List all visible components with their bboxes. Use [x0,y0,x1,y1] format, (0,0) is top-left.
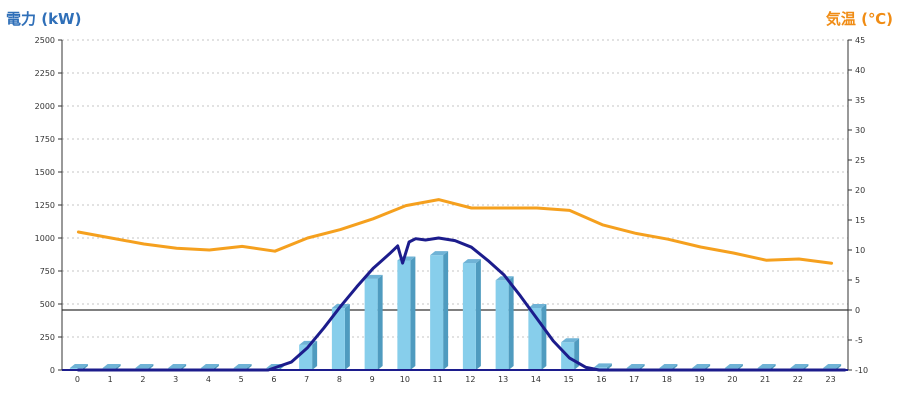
right-tick-label: 0 [855,306,860,315]
power-bar-front [397,260,411,370]
power-bar-side [541,303,547,370]
power-bar-front [495,280,509,370]
right-tick-label: -10 [855,366,868,375]
power-bar-top [168,364,187,369]
power-bar-top [364,274,383,279]
x-tick-label: 3 [173,375,178,384]
x-tick-label: 21 [760,375,770,384]
power-bar-side [443,251,449,370]
power-bar-top [200,364,219,369]
power-bar-top [561,338,580,343]
power-bar-front [462,263,476,370]
power-bar-side [410,256,416,370]
x-tick-label: 12 [465,375,475,384]
x-tick-label: 14 [531,375,541,384]
series-lines [76,198,847,372]
right-tick-label: 20 [855,186,865,195]
left-tick-label: 500 [40,300,55,309]
power-bars [69,251,842,370]
left-tick-label: 1500 [35,168,55,177]
power-bar-side [377,274,383,370]
right-tick-label: 15 [855,216,865,225]
power-bar-top [692,364,711,369]
x-tick-label: 10 [400,375,410,384]
left-tick-label: 0 [50,366,55,375]
power-bar [331,303,350,370]
power-bar-top [724,364,743,369]
power-bar-side [574,338,580,370]
power-bar-top [823,364,842,369]
grid [62,39,848,338]
power-bar-front [331,307,345,370]
left-tick-label: 2000 [35,102,55,111]
left-tick-label: 2500 [35,36,55,45]
x-tick-label: 11 [433,375,443,384]
power-bar-top [462,259,481,264]
x-tick-label: 6 [271,375,276,384]
x-tick-label: 22 [793,375,803,384]
power-bar-top [430,251,449,256]
right-tick-label: 35 [855,96,865,105]
power-bar-top [659,364,678,369]
right-tick-label: 30 [855,126,865,135]
left-tick-label: 2250 [35,69,55,78]
right-tick-label: 10 [855,246,865,255]
left-tick-label: 1750 [35,135,55,144]
power-bar-top [233,364,252,369]
power-bar-top [69,364,88,369]
right-tick-label: 40 [855,66,865,75]
x-tick-label: 1 [108,375,113,384]
power-bar-front [364,278,378,370]
x-tick-label: 8 [337,375,342,384]
x-tick-label: 16 [596,375,606,384]
x-tick-label: 19 [695,375,705,384]
x-tick-label: 13 [498,375,508,384]
power-bar-top [757,364,776,369]
power-line [76,236,847,372]
power-bar-top [593,363,612,368]
left-tick-label: 750 [40,267,55,276]
power-bar-top [790,364,809,369]
power-bar [462,259,481,370]
left-axis-title: 電力 (kW) [6,10,81,28]
power-bar-top [528,303,547,308]
power-bar-side [508,276,514,370]
left-tick-label: 250 [40,333,55,342]
x-tick-label: 2 [140,375,145,384]
x-tick-label: 0 [75,375,80,384]
right-tick-label: 5 [855,276,860,285]
power-bar-front [430,255,444,370]
right-axis-title: 気温 (℃) [826,10,893,28]
right-tick-label: -5 [855,336,863,345]
power-bar-top [135,364,154,369]
x-tick-label: 17 [629,375,639,384]
power-bar [495,276,514,370]
left-tick-label: 1250 [35,201,55,210]
power-bar-side [312,340,318,370]
power-bar-top [102,364,121,369]
x-tick-label: 7 [304,375,309,384]
x-tick-label: 15 [564,375,574,384]
power-bar [397,256,416,370]
x-tick-label: 5 [239,375,244,384]
left-tick-label: 1000 [35,234,55,243]
power-bar [528,303,547,370]
power-bar-side [475,259,481,370]
axes: 02505007501000125015001750200022502500-1… [35,36,868,384]
power-bar [364,274,383,370]
x-tick-label: 18 [662,375,672,384]
x-tick-label: 23 [826,375,836,384]
power-bar-front [528,307,542,370]
power-bar [430,251,449,370]
x-tick-label: 9 [370,375,375,384]
power-bar-top [626,364,645,369]
power-bar-side [344,303,350,370]
x-tick-label: 4 [206,375,211,384]
x-tick-label: 20 [727,375,737,384]
power-bar-side [606,363,612,370]
right-tick-label: 45 [855,36,865,45]
right-tick-label: 25 [855,156,865,165]
temperature-line [76,198,834,265]
